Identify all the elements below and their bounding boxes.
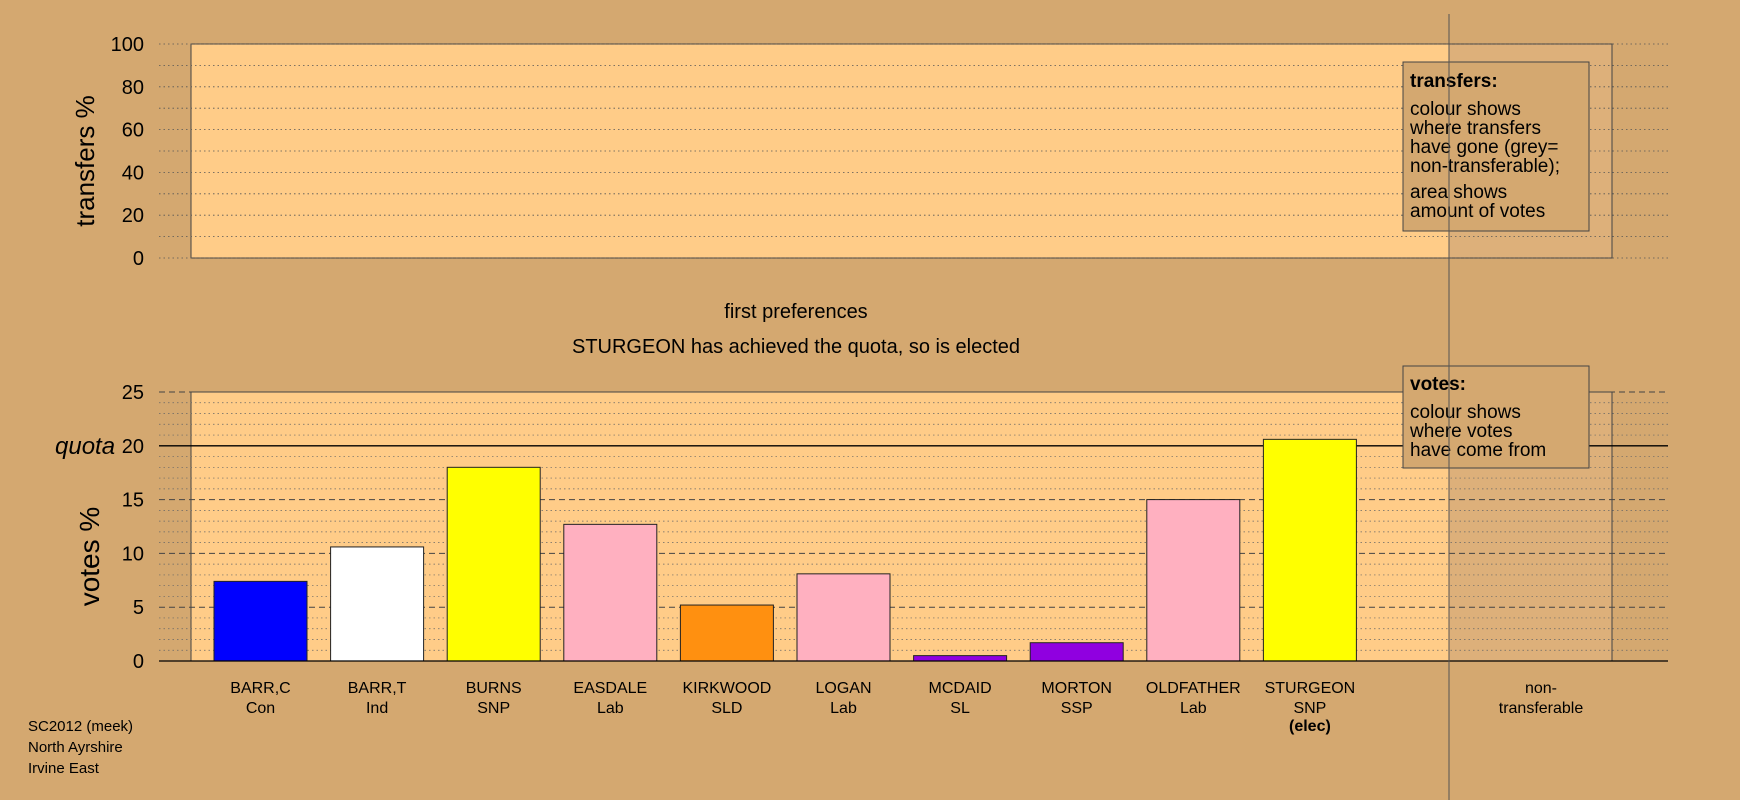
vote-bar bbox=[330, 546, 425, 662]
vote-bar bbox=[563, 523, 658, 662]
transfers-legend-line: have gone (grey= bbox=[1410, 137, 1558, 158]
vote-bar bbox=[913, 655, 1008, 662]
quota-label: quota bbox=[55, 433, 115, 460]
vote-bar bbox=[446, 466, 541, 662]
vote-bar bbox=[1146, 499, 1241, 662]
transfers-legend-line: where transfers bbox=[1409, 118, 1541, 139]
candidate-name: BURNS bbox=[466, 680, 522, 697]
vote-bar bbox=[796, 573, 891, 662]
vote-bar bbox=[213, 580, 308, 662]
candidate-labels: BARR,C Con BARR,T Ind BURNS SNP EASDALE Lab KIRK… bbox=[230, 680, 1583, 735]
candidate-name: LOGAN bbox=[815, 680, 871, 697]
votes-legend-line: colour shows bbox=[1410, 402, 1521, 423]
candidate-name: BARR,C bbox=[230, 680, 290, 697]
candidate-name: KIRKWOOD bbox=[682, 680, 771, 697]
footer-line: North Ayrshire bbox=[28, 739, 123, 756]
votes-panel: quota 0 5 10 15 20 25 votes % votes: colour shows… bbox=[55, 365, 1668, 673]
candidate-name: EASDALE bbox=[573, 680, 647, 697]
votes-tick-label: 5 bbox=[133, 597, 144, 619]
transfers-panel: 0 20 40 60 80 100 transfers % transfers: colour … bbox=[70, 34, 1668, 270]
transfers-legend-title: transfers: bbox=[1410, 71, 1498, 92]
vote-bar bbox=[1029, 642, 1124, 662]
candidate-party: Con bbox=[246, 700, 275, 717]
candidate-party: Ind bbox=[366, 700, 388, 717]
transfers-tick-label: 40 bbox=[122, 162, 144, 184]
stage-message: STURGEON has achieved the quota, so is e… bbox=[572, 336, 1020, 358]
stage-title: first preferences bbox=[724, 301, 867, 323]
transfers-tick-label: 80 bbox=[122, 77, 144, 99]
votes-tick-label: 15 bbox=[122, 490, 144, 512]
candidate-status: (elec) bbox=[1289, 718, 1331, 735]
candidate-name: MCDAID bbox=[929, 680, 992, 697]
transfers-legend-line: area shows bbox=[1410, 182, 1507, 203]
candidate-party: SLD bbox=[711, 700, 742, 717]
footer-line: Irvine East bbox=[28, 760, 100, 777]
nontransferable-label: non- bbox=[1525, 680, 1557, 697]
votes-tick-label: 25 bbox=[122, 382, 144, 404]
footer-line: SC2012 (meek) bbox=[28, 718, 133, 735]
votes-legend-box bbox=[1402, 365, 1590, 469]
transfers-tick-label: 60 bbox=[122, 120, 144, 142]
vote-bar bbox=[1262, 438, 1357, 662]
votes-tick-label: 10 bbox=[122, 543, 144, 565]
candidate-name: OLDFATHER bbox=[1146, 680, 1241, 697]
candidate-party: SL bbox=[950, 700, 970, 717]
vote-bar bbox=[679, 604, 774, 662]
votes-legend-line: have come from bbox=[1410, 440, 1546, 461]
votes-legend-title: votes: bbox=[1410, 374, 1466, 395]
footer: SC2012 (meek) North Ayrshire Irvine East bbox=[28, 718, 133, 777]
transfers-tick-label: 20 bbox=[122, 205, 144, 227]
candidate-name: BARR,T bbox=[348, 680, 407, 697]
candidate-party: SNP bbox=[1293, 700, 1326, 717]
votes-legend-line: where votes bbox=[1409, 421, 1512, 442]
transfers-legend-line: amount of votes bbox=[1410, 201, 1545, 222]
transfers-legend-line: non-transferable); bbox=[1410, 156, 1560, 177]
candidate-party: Lab bbox=[1180, 700, 1207, 717]
transfers-axis-title: transfers % bbox=[70, 95, 100, 227]
nontransferable-label: transferable bbox=[1499, 700, 1584, 717]
transfers-legend-line: colour shows bbox=[1410, 99, 1521, 120]
candidate-name: MORTON bbox=[1041, 680, 1112, 697]
transfers-tick-label: 100 bbox=[111, 34, 144, 56]
votes-tick-label: 0 bbox=[133, 651, 144, 673]
candidate-party: SNP bbox=[477, 700, 510, 717]
transfers-legend-box bbox=[1402, 61, 1590, 232]
transfers-tick-label: 0 bbox=[133, 248, 144, 270]
votes-axis-title: votes % bbox=[74, 507, 105, 607]
candidate-party: Lab bbox=[830, 700, 857, 717]
candidate-party: Lab bbox=[597, 700, 624, 717]
candidate-name: STURGEON bbox=[1265, 680, 1356, 697]
candidate-party: SSP bbox=[1061, 700, 1093, 717]
votes-tick-label: 20 bbox=[122, 436, 144, 458]
